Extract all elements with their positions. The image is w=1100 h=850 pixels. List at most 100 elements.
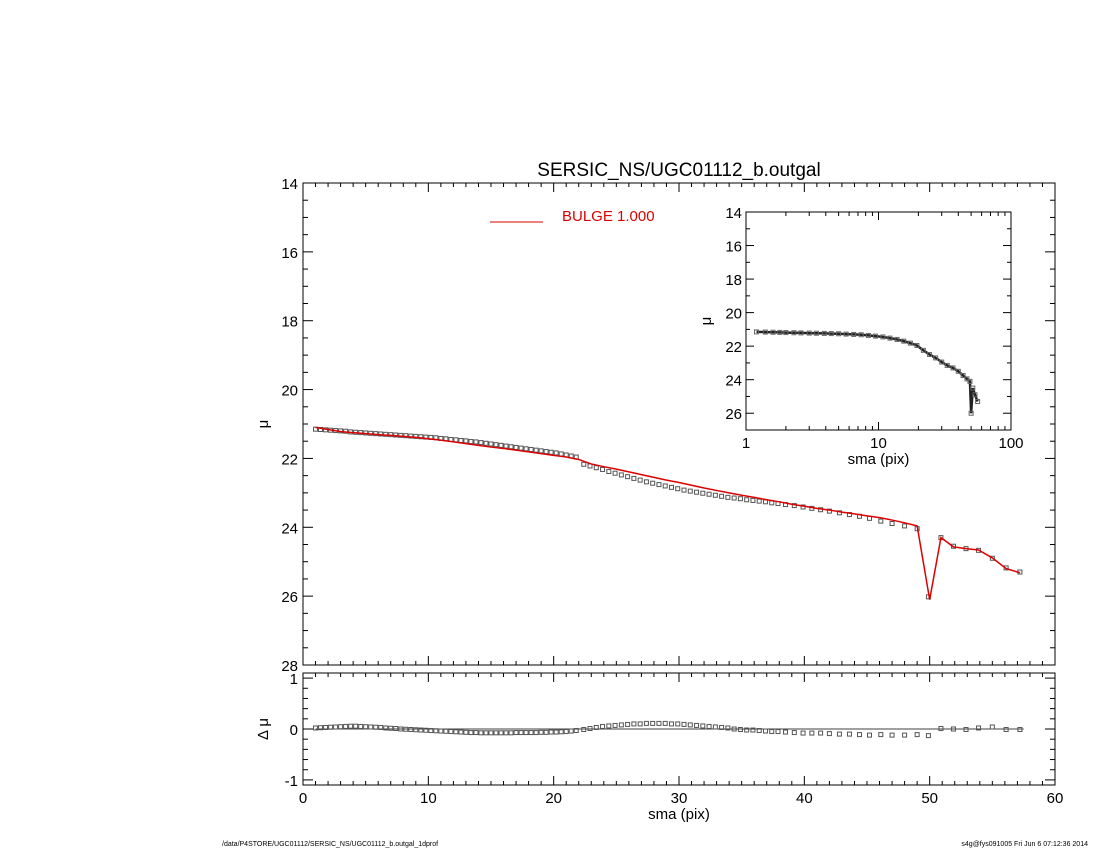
residual-data-point xyxy=(313,725,319,731)
residual-data-point xyxy=(650,720,656,726)
inset-y-axis-label: μ xyxy=(698,317,715,326)
residual-y-tick-label: 0 xyxy=(290,722,298,739)
inset-data-point xyxy=(843,331,849,337)
residual-data-point xyxy=(963,727,969,733)
inset-data-point xyxy=(828,331,834,337)
residual-data-point xyxy=(318,725,324,731)
inset-data-point xyxy=(933,355,939,361)
residual-data-point xyxy=(433,728,439,734)
residual-data-point xyxy=(889,732,895,738)
inset-data-point xyxy=(894,336,900,342)
main-data-point xyxy=(503,443,509,449)
main-data-point xyxy=(533,447,539,453)
inset-data-point xyxy=(907,340,913,346)
main-data-point xyxy=(468,439,474,445)
main-data-point xyxy=(518,445,524,451)
inset-y-tick-label: 18 xyxy=(725,272,742,289)
main-data-point xyxy=(313,426,319,432)
main-data-point xyxy=(643,479,649,485)
main-y-tick-label: 28 xyxy=(281,658,298,675)
residual-data-point xyxy=(548,729,554,735)
main-data-point xyxy=(538,448,544,454)
main-data-point xyxy=(725,494,731,500)
residual-data-point xyxy=(587,725,593,731)
residual-data-point xyxy=(700,723,706,729)
main-y-tick-label: 20 xyxy=(281,383,298,400)
inset-data-point xyxy=(806,330,812,336)
inset-y-tick-label: 16 xyxy=(725,239,742,256)
inset-data-point xyxy=(821,330,827,336)
residual-data-point xyxy=(423,727,429,733)
residual-data-point xyxy=(719,724,725,730)
main-data-point xyxy=(681,487,687,493)
residual-data-point xyxy=(856,732,862,738)
residual-data-point xyxy=(1017,727,1023,733)
residual-data-point xyxy=(756,728,762,734)
inset-y-tick-label: 24 xyxy=(725,373,742,390)
main-data-point xyxy=(600,466,606,472)
residual-data-point xyxy=(878,732,884,738)
inset-data-point xyxy=(770,329,776,335)
main-profile-plot: 14 16 18 20 22 24 26 28 μ BULGE 1.000 xyxy=(255,176,1056,675)
main-y-tick-label: 26 xyxy=(281,589,298,606)
residual-data-point xyxy=(612,722,618,728)
main-data-point xyxy=(593,465,599,471)
residual-data-point xyxy=(428,728,434,734)
main-data-point xyxy=(458,438,464,444)
residual-data-point xyxy=(902,732,908,738)
main-data-point xyxy=(902,523,908,529)
main-data-point xyxy=(706,491,712,497)
main-data-point xyxy=(625,474,631,480)
inset-data-point xyxy=(813,330,819,336)
inset-x-axis-label: sma (pix) xyxy=(848,451,910,468)
residual-data-point xyxy=(826,731,832,737)
residual-data-point xyxy=(836,731,842,737)
main-data-point xyxy=(493,442,499,448)
main-data-point xyxy=(989,555,995,561)
residual-data-point xyxy=(668,721,674,727)
main-data-point xyxy=(878,518,884,524)
residual-data-point xyxy=(573,728,579,734)
main-data-point xyxy=(618,472,624,478)
residual-data-point xyxy=(775,729,781,735)
residual-data-point xyxy=(453,729,459,735)
main-data-point xyxy=(543,449,549,455)
residual-data-point xyxy=(750,727,756,733)
inset-data-point xyxy=(791,330,797,336)
residual-data-point xyxy=(388,725,394,731)
residual-data-point xyxy=(373,724,379,730)
main-data-point xyxy=(553,450,559,456)
residual-data-point xyxy=(662,720,668,726)
main-data-point xyxy=(413,433,419,439)
inset-data-point xyxy=(762,329,768,335)
main-data-point xyxy=(418,434,424,440)
residual-data-point xyxy=(563,729,569,735)
inset-data-point xyxy=(950,365,956,371)
inset-data-point xyxy=(972,392,978,398)
residual-data-point xyxy=(581,727,587,733)
main-data-point xyxy=(483,440,489,446)
residual-data-point xyxy=(769,729,775,735)
main-data-point xyxy=(631,475,637,481)
inset-data-point xyxy=(944,362,950,368)
residual-data-point xyxy=(637,721,643,727)
main-data-point xyxy=(408,433,414,439)
main-y-tick-label: 14 xyxy=(281,176,298,193)
residual-data-point xyxy=(518,730,524,736)
residual-data-point xyxy=(508,730,514,736)
residual-data-point xyxy=(413,727,419,733)
residual-data-point xyxy=(950,726,956,732)
inset-data-point xyxy=(960,373,966,378)
residual-data-point xyxy=(393,725,399,731)
residual-x-tick-label: 40 xyxy=(796,790,813,807)
residual-data-point xyxy=(383,725,389,731)
residual-data-point xyxy=(523,730,529,736)
main-data-point xyxy=(473,439,479,445)
residual-x-tick-label: 0 xyxy=(299,790,307,807)
inset-data-point xyxy=(858,332,864,338)
main-data-point xyxy=(668,484,674,490)
main-data-point xyxy=(650,480,656,486)
residual-data-point xyxy=(368,724,374,730)
residual-data-point xyxy=(483,730,489,736)
residual-data-point xyxy=(443,728,449,734)
